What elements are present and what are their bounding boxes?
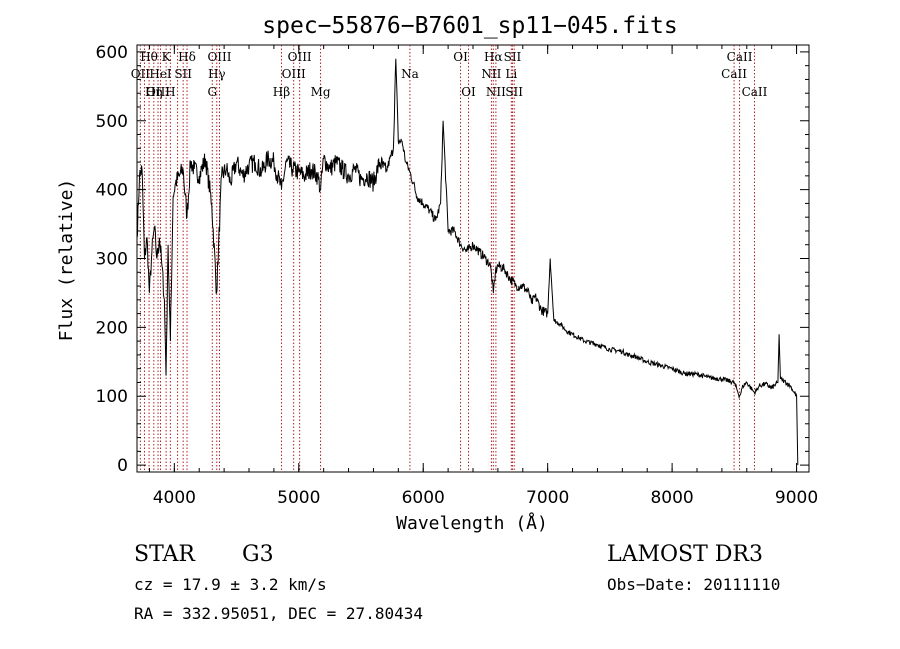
x-axis: 4000 5000 6000 7000 8000 9000 (148, 45, 818, 508)
line-markers (139, 45, 755, 472)
survey-name: LAMOST DR3 (607, 542, 763, 567)
y-axis-label: Flux (relative) (56, 179, 77, 342)
line-label: SII (174, 67, 192, 81)
coordinates: RA = 332.95051, DEC = 27.80434 (134, 604, 423, 623)
line-label: SII (505, 85, 523, 99)
line-label: Hη (145, 85, 163, 99)
x-tick-label: 7000 (526, 488, 569, 508)
x-axis-label: Wavelength (Å) (396, 512, 548, 534)
line-label: H (165, 85, 175, 99)
line-label: OIII (146, 85, 170, 99)
object-subclass: G3 (242, 542, 274, 567)
y-axis: 0 100 200 300 400 500 600 (96, 43, 809, 476)
line-label: Hβ (273, 85, 290, 99)
chart-title: spec−55876−B7601_sp11−045.fits (262, 13, 677, 39)
y-tick-label: 100 (96, 387, 128, 407)
x-tick-label: 4000 (153, 488, 196, 508)
line-label: CaII (721, 67, 747, 81)
line-label: Mg (311, 85, 331, 99)
line-label: NII (481, 67, 501, 81)
line-label: NII (486, 85, 506, 99)
y-tick-label: 300 (96, 250, 128, 270)
y-tick-label: 0 (117, 456, 128, 476)
object-class: STAR (134, 542, 196, 567)
x-tick-label: 9000 (775, 488, 818, 508)
x-tick-label: 6000 (402, 488, 445, 508)
line-label: OIII (288, 50, 312, 64)
spectrum-line (136, 58, 799, 466)
line-label: OIII (282, 67, 306, 81)
y-tick-label: 200 (96, 318, 128, 338)
line-label: CaII (727, 50, 753, 64)
line-label: SII (504, 50, 522, 64)
plot-frame (136, 44, 810, 473)
x-tick-label: 8000 (650, 488, 693, 508)
redshift-cz: cz = 17.9 ± 3.2 km/s (134, 575, 327, 594)
line-label: OI (453, 50, 468, 64)
y-tick-label: 600 (96, 43, 128, 63)
line-label: Hθ (140, 50, 158, 64)
line-label: Hδ (178, 50, 196, 64)
line-label: HeI (149, 67, 172, 81)
line-label: Na (401, 67, 419, 81)
line-label: OIII (207, 50, 231, 64)
x-tick-label: 5000 (277, 488, 320, 508)
line-label: CaII (742, 85, 768, 99)
line-label: Hγ (208, 67, 226, 81)
line-label: OII (131, 67, 151, 81)
line-label: G (207, 85, 217, 99)
line-label: K (162, 50, 172, 64)
obs-date: Obs−Date: 20111110 (607, 575, 780, 594)
line-label: OI (461, 85, 476, 99)
line-label: Li (505, 67, 517, 81)
line-label: Hα (484, 50, 503, 64)
y-tick-label: 500 (96, 112, 128, 132)
y-tick-label: 400 (96, 181, 128, 201)
